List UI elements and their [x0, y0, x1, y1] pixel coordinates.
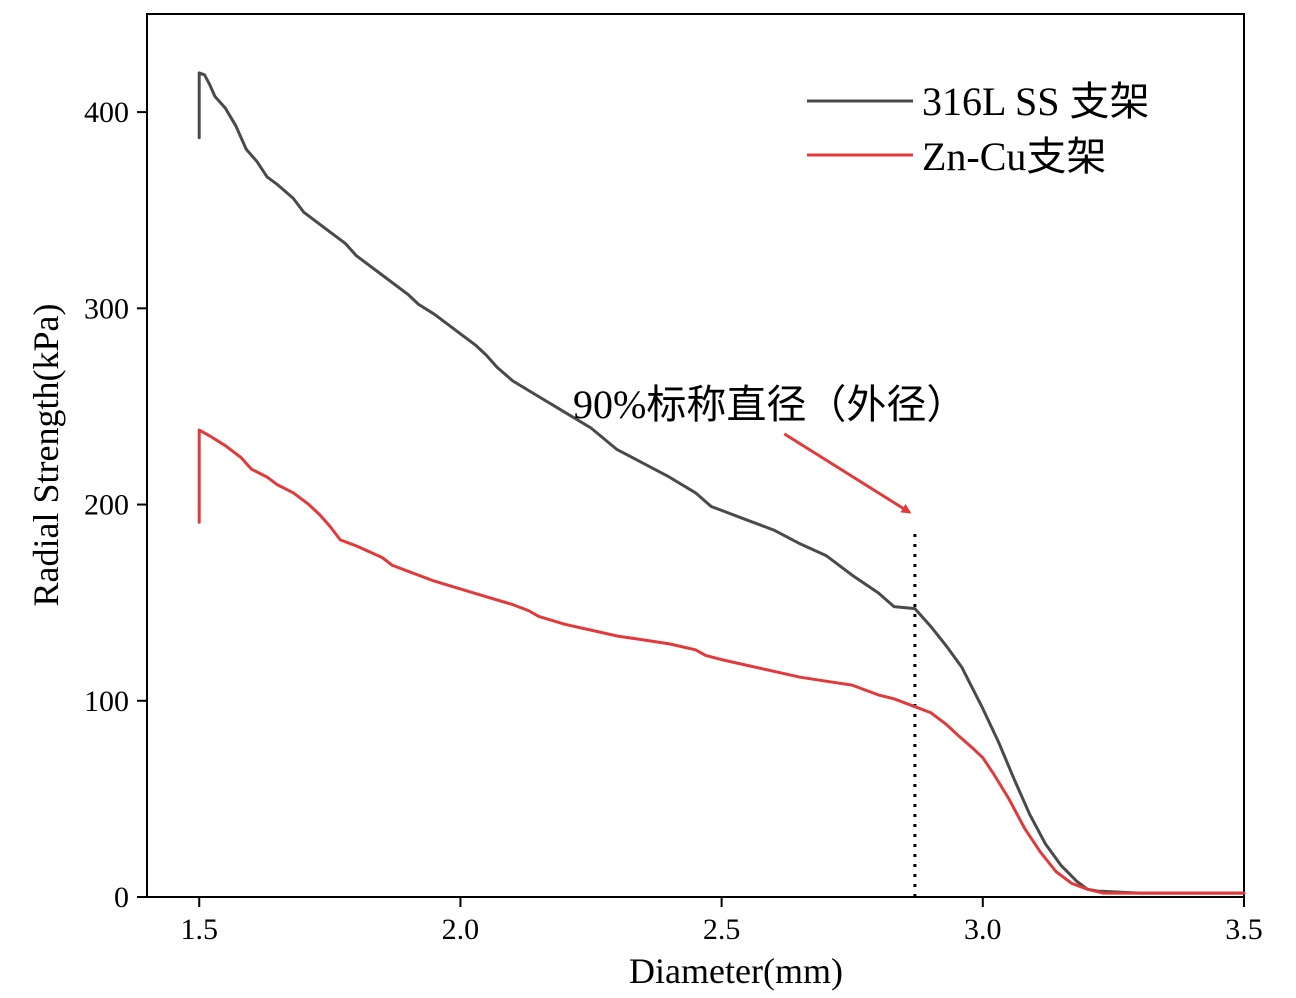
- series-line-zn-cu: [197, 428, 1246, 895]
- y-tick-label: 200: [84, 489, 129, 522]
- legend-label-316l-ss: 316L SS 支架: [922, 79, 1149, 124]
- x-tick-label: 2.0: [442, 913, 480, 946]
- y-tick-label: 0: [114, 881, 129, 914]
- x-axis-title: Diameter(mm): [629, 951, 843, 991]
- y-axis-title: Radial Strength(kPa): [26, 304, 66, 607]
- x-tick-label: 1.5: [180, 913, 218, 946]
- annotation-label: 90%标称直径（外径）: [573, 382, 966, 427]
- x-tick-label: 3.0: [964, 913, 1002, 946]
- y-tick-label: 100: [84, 685, 129, 718]
- y-tick-label: 400: [84, 96, 129, 129]
- y-tick-label: 300: [84, 292, 129, 325]
- series-line-316l-ss: [197, 71, 1246, 895]
- x-tick-label: 3.5: [1225, 913, 1263, 946]
- series-layer: [197, 71, 1246, 895]
- legend: 316L SS 支架 Zn-Cu支架: [807, 79, 1149, 179]
- annotation-arrow: [783, 432, 912, 514]
- legend-label-zn-cu: Zn-Cu支架: [922, 134, 1106, 179]
- x-tick-label: 2.5: [703, 913, 741, 946]
- ticks-layer: 1.5 2.0 2.5 3.0 3.5 0 100 200 300 400: [84, 96, 1263, 946]
- plot-frame: [146, 13, 1245, 898]
